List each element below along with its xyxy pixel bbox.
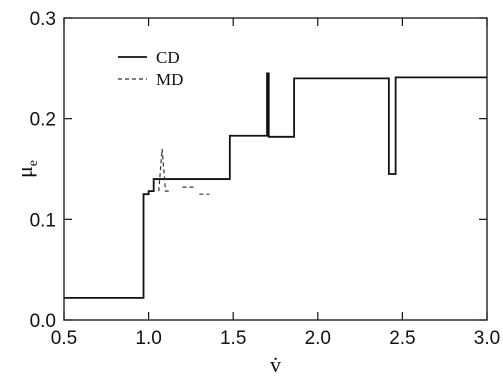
y-axis-label-main: μ [12, 166, 37, 178]
series-layer [64, 72, 487, 299]
legend-label-md: MD [156, 70, 183, 89]
legend-label-cd: CD [156, 48, 180, 67]
y-axis-label: μe [12, 160, 41, 178]
x-tick-label: 1.5 [220, 328, 246, 349]
series-cd [64, 72, 487, 299]
x-axis-label: v̇ [270, 352, 281, 377]
axes [63, 17, 488, 321]
x-tick-label: 3.0 [474, 328, 500, 349]
plot-frame [63, 17, 488, 321]
x-tick-label: 2.0 [305, 328, 331, 349]
y-axis-label-subscript: e [26, 160, 41, 166]
axis-labels: v̇ μe [12, 160, 281, 377]
y-tick-label: 0.1 [30, 210, 56, 231]
legend: CD MD [118, 48, 183, 89]
y-tick-label: 0.3 [30, 9, 56, 30]
y-tick-label: 0.2 [30, 110, 56, 131]
y-tick-label: 0.0 [30, 311, 56, 332]
series-md [158, 148, 171, 192]
ticks: 0.5 1.0 1.5 2.0 2.5 3.0 0.0 0.1 0.2 0.3 [30, 9, 501, 349]
x-tick-label: 2.5 [389, 328, 415, 349]
x-tick-label: 1.0 [135, 328, 161, 349]
x-tick-label: 0.5 [51, 328, 77, 349]
